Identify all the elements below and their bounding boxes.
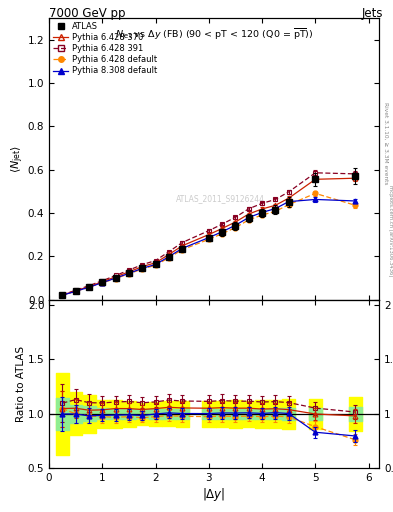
Text: mcplots.cern.ch [arXiv:1306.3436]: mcplots.cern.ch [arXiv:1306.3436] (388, 185, 393, 276)
Text: ATLAS_2011_S9126244: ATLAS_2011_S9126244 (176, 194, 265, 203)
Y-axis label: $\langle N_\mathrm{jet}\rangle$: $\langle N_\mathrm{jet}\rangle$ (10, 144, 26, 173)
Text: Jets: Jets (362, 7, 383, 19)
Text: $N_\mathrm{jet}$ vs $\Delta y$ (FB) (90 < pT < 120 (Q0 = $\overline{\mathrm{pT}}: $N_\mathrm{jet}$ vs $\Delta y$ (FB) (90 … (115, 26, 314, 42)
X-axis label: $|\Delta y|$: $|\Delta y|$ (202, 486, 226, 503)
Text: 7000 GeV pp: 7000 GeV pp (49, 7, 126, 19)
Text: Rivet 3.1.10, ≥ 3.3M events: Rivet 3.1.10, ≥ 3.3M events (384, 102, 388, 185)
Y-axis label: Ratio to ATLAS: Ratio to ATLAS (16, 346, 26, 422)
Legend: ATLAS, Pythia 6.428 370, Pythia 6.428 391, Pythia 6.428 default, Pythia 8.308 de: ATLAS, Pythia 6.428 370, Pythia 6.428 39… (51, 20, 158, 77)
